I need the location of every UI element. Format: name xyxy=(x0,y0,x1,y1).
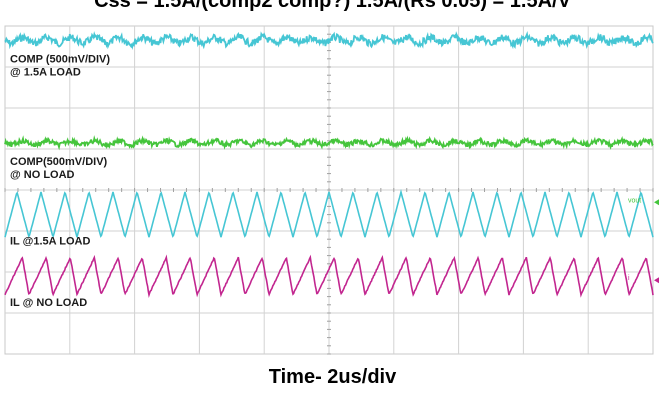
trace-label: COMP(500mV/DIV) xyxy=(10,156,108,168)
traces xyxy=(4,31,654,298)
channel-markers: vout i xyxy=(628,197,659,284)
trace-labels: COMP (500mV/DIV)@ 1.5A LOAD COMP(500mV/DI… xyxy=(10,53,110,309)
trace-line xyxy=(4,254,654,298)
trace-line xyxy=(4,31,654,50)
trace-label: IL @1.5A LOAD xyxy=(10,236,90,248)
channel-marker-arrow xyxy=(654,199,659,206)
channel-marker-label: i xyxy=(628,275,630,282)
trace-label: IL @ NO LOAD xyxy=(10,297,87,309)
trace-line xyxy=(4,188,654,238)
graticule xyxy=(4,25,654,355)
channel-marker-arrow xyxy=(654,277,659,284)
trace-line xyxy=(4,135,654,151)
plot-background xyxy=(0,21,665,363)
oscilloscope-plot: COMP (500mV/DIV)@ 1.5A LOAD COMP(500mV/DI… xyxy=(0,21,665,363)
channel-marker-label: vout xyxy=(628,197,641,204)
time-per-division-caption: Time- 2us/div xyxy=(268,366,397,388)
trace-label: @ 1.5A LOAD xyxy=(10,66,81,78)
top-caption: Css = 1.5A/(comp2 comp?) 1.5A/(Rs 0.05) … xyxy=(94,0,571,12)
trace-label: @ NO LOAD xyxy=(10,169,75,181)
trace-label: COMP (500mV/DIV) xyxy=(10,53,110,65)
